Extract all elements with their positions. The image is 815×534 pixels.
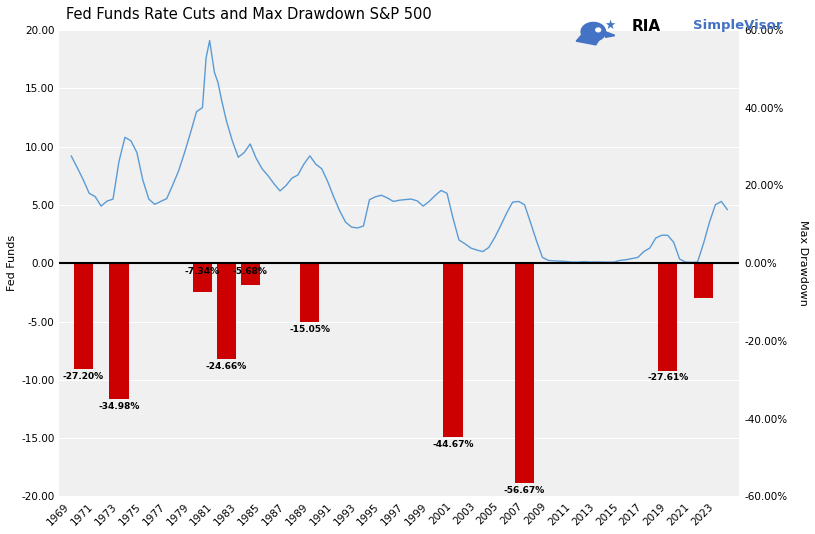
Bar	[300, 263, 319, 321]
Text: -27.20%: -27.20%	[63, 372, 104, 381]
Bar	[515, 263, 534, 483]
Text: RIA: RIA	[632, 19, 661, 34]
Circle shape	[596, 28, 601, 32]
Text: Fed Funds Rate Cuts and Max Drawdown S&P 500: Fed Funds Rate Cuts and Max Drawdown S&P…	[66, 7, 432, 22]
Bar	[443, 263, 462, 437]
Bar	[659, 263, 677, 371]
Text: -24.66%: -24.66%	[205, 362, 247, 371]
Text: -44.67%: -44.67%	[432, 439, 474, 449]
Text: -5.68%: -5.68%	[233, 266, 267, 276]
Polygon shape	[606, 32, 615, 37]
Text: -34.98%: -34.98%	[99, 402, 139, 411]
Text: -56.67%: -56.67%	[504, 486, 545, 496]
Text: SimpleVisor: SimpleVisor	[693, 19, 782, 32]
Text: -27.61%: -27.61%	[647, 373, 689, 382]
Text: -7.34%: -7.34%	[185, 266, 220, 276]
Bar	[109, 263, 129, 399]
Bar	[694, 263, 713, 298]
Polygon shape	[576, 35, 601, 45]
Bar	[73, 263, 93, 369]
Circle shape	[581, 22, 606, 41]
Bar	[193, 263, 212, 292]
Y-axis label: Fed Funds: Fed Funds	[7, 235, 17, 291]
Text: -15.05%: -15.05%	[289, 325, 330, 334]
Bar	[217, 263, 236, 359]
Y-axis label: Max Drawdown: Max Drawdown	[798, 221, 808, 306]
Text: ★: ★	[604, 19, 615, 32]
Bar	[240, 263, 260, 285]
